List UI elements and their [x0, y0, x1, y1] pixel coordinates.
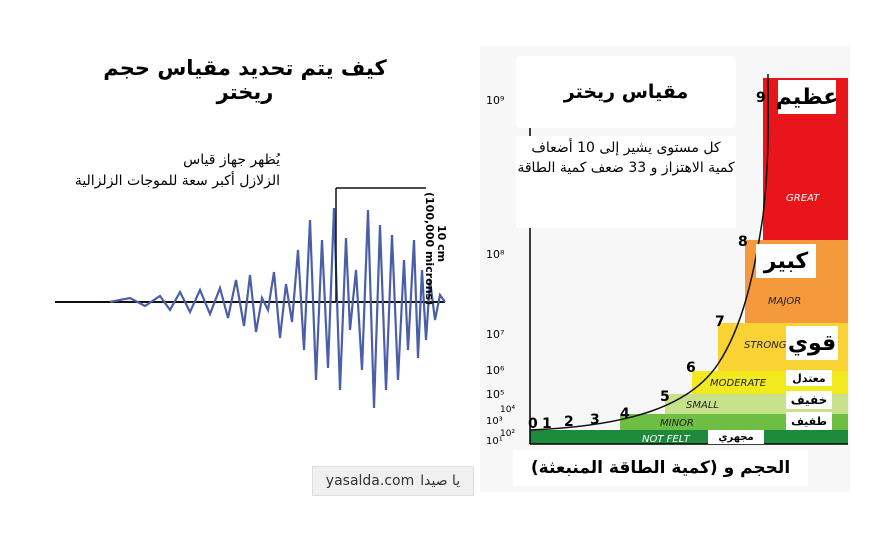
magnitude-0: 0 [528, 416, 538, 432]
y-tick-1e6: 10⁶ [486, 364, 505, 377]
tag-great: عظيم [776, 80, 838, 114]
band-label-major: MAJOR [768, 296, 801, 307]
tag-minor: طفيف [786, 412, 832, 430]
wave-trace [109, 207, 446, 409]
band-label-minor: MINOR [660, 418, 694, 429]
y-tick-1e8: 10⁸ [486, 248, 505, 261]
seismogram-wave: 10 cm (100,000 microns) [55, 187, 448, 409]
band-label-great: GREAT [786, 193, 820, 204]
magnitude-2: 2 [564, 414, 574, 430]
tag-small: خفيف [786, 391, 832, 409]
magnitude-8: 8 [738, 234, 748, 250]
band-label-not-felt: NOT FELT [642, 434, 691, 445]
watermark-arabic: يا صيدا [420, 473, 461, 489]
magnitude-5: 5 [660, 389, 670, 405]
energy-curve [529, 73, 770, 431]
tag-major: كبير [756, 244, 816, 278]
watermark-site: yasalda.com [325, 473, 415, 489]
y-tick-1e9: 10⁹ [486, 94, 504, 107]
tag-moderate: معتدل [786, 370, 832, 386]
richter-description: كل مستوى يشير إلى 10 أضعاف كمية الاهتزاز… [516, 136, 736, 228]
watermark: yasalda.com يا صيدا [312, 466, 474, 496]
seismograph-title: كيف يتم تحديد مقياس حجم ريختر [103, 56, 387, 104]
amplitude-sub-label: (100,000 microns) [423, 192, 436, 305]
tag-strong: قوي [786, 326, 838, 360]
magnitude-6: 6 [686, 360, 696, 376]
y-tick-1e2: 10² [500, 429, 515, 439]
richter-chart-title: مقياس ريختر [516, 56, 736, 128]
magnitude-7: 7 [715, 314, 725, 330]
band-not-felt [530, 430, 848, 444]
magnitude-3: 3 [590, 412, 600, 428]
band-label-small: SMALL [686, 400, 719, 411]
caption-line-2: الزلازل أكبر سعة للموجات الزلزالية [74, 173, 280, 189]
y-tick-1e4: 10⁴ [500, 405, 515, 415]
magnitude-9: 9 [756, 90, 766, 106]
amplitude-label: 10 cm [435, 225, 448, 262]
magnitude-4: 4 [620, 406, 630, 422]
band-label-moderate: MODERATE [710, 378, 767, 389]
x-axis-label: الحجم و (كمية الطاقة المنبعثة) [513, 450, 808, 486]
tag-not-felt: مجهري [708, 430, 764, 444]
y-tick-1e3: 10³ [486, 416, 503, 427]
band-label-strong: STRONG [744, 340, 787, 351]
y-tick-1e1: 10¹ [486, 436, 503, 447]
y-tick-1e7: 10⁷ [486, 328, 504, 341]
y-tick-1e5: 10⁵ [486, 388, 504, 401]
seismograph-caption: يُظهر جهاز قياس الزلازل أكبر سعة للموجات… [60, 150, 280, 192]
magnitude-1: 1 [542, 416, 552, 432]
caption-line-1: يُظهر جهاز قياس [183, 152, 280, 168]
